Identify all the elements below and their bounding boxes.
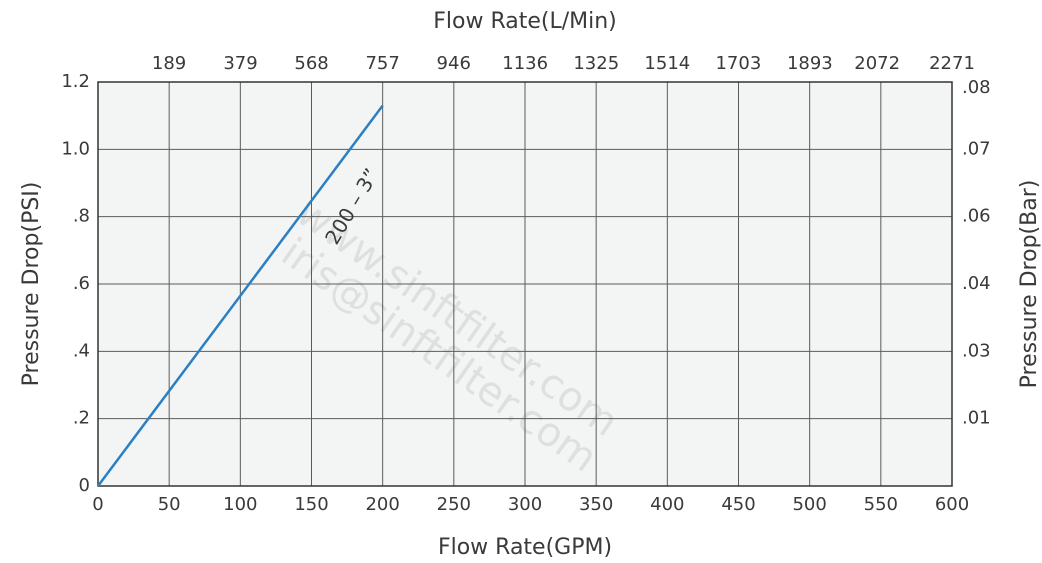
x-tick-label: 250 xyxy=(437,494,471,515)
x-tick-label: 150 xyxy=(294,494,328,515)
x2-tick-label: 1893 xyxy=(787,53,833,74)
x2-tick-label: 2072 xyxy=(854,53,900,74)
x-tick-label: 600 xyxy=(935,494,969,515)
y-axis-title: Pressure Drop(PSI) xyxy=(19,182,44,387)
x2-tick-label: 757 xyxy=(365,53,399,74)
x-tick-label: 500 xyxy=(792,494,826,515)
y2-tick-label: .06 xyxy=(962,206,991,227)
y2-tick-label: .04 xyxy=(962,273,991,294)
x-tick-label: 350 xyxy=(579,494,613,515)
y-tick-label: .8 xyxy=(73,206,90,227)
x2-tick-label: 946 xyxy=(437,53,471,74)
x-tick-label: 450 xyxy=(721,494,755,515)
x-tick-label: 400 xyxy=(650,494,684,515)
x-tick-label: 300 xyxy=(508,494,542,515)
x2-tick-label: 1136 xyxy=(502,53,548,74)
y2-tick-label: .03 xyxy=(962,340,991,361)
y2-tick-label: .01 xyxy=(962,408,991,429)
y2-axis-title: Pressure Drop(Bar) xyxy=(1017,180,1042,389)
x-tick-label: 50 xyxy=(158,494,181,515)
y2-tick-label: .08 xyxy=(962,77,991,98)
x2-axis-title: Flow Rate(L/Min) xyxy=(433,9,617,34)
x2-tick-label: 379 xyxy=(223,53,257,74)
x2-tick-label: 2271 xyxy=(929,53,975,74)
y-tick-label: .6 xyxy=(73,273,90,294)
y2-tick-label: .07 xyxy=(962,138,991,159)
x-tick-label: 550 xyxy=(864,494,898,515)
x-axis-title: Flow Rate(GPM) xyxy=(438,535,612,560)
x-tick-label: 200 xyxy=(365,494,399,515)
x2-tick-label: 1514 xyxy=(644,53,690,74)
x2-tick-label: 1703 xyxy=(715,53,761,74)
y-tick-label: 1.0 xyxy=(61,138,90,159)
x-tick-label: 0 xyxy=(92,494,103,515)
y-tick-label: 1.2 xyxy=(61,71,90,92)
x-tick-label: 100 xyxy=(223,494,257,515)
x2-tick-label: 189 xyxy=(152,53,186,74)
plot-border xyxy=(97,81,953,487)
x2-tick-label: 568 xyxy=(294,53,328,74)
y-tick-label: .2 xyxy=(73,408,90,429)
line xyxy=(96,104,384,487)
x2-tick-label: 1325 xyxy=(573,53,619,74)
y-tick-label: .4 xyxy=(73,340,90,361)
y-tick-label: 0 xyxy=(79,475,90,496)
